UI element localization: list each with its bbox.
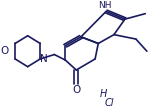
Text: N: N [40,54,48,64]
Text: H: H [99,89,107,99]
Text: O: O [0,46,8,56]
Text: O: O [72,85,80,95]
Text: NH: NH [98,1,111,10]
Text: Cl: Cl [104,98,114,108]
